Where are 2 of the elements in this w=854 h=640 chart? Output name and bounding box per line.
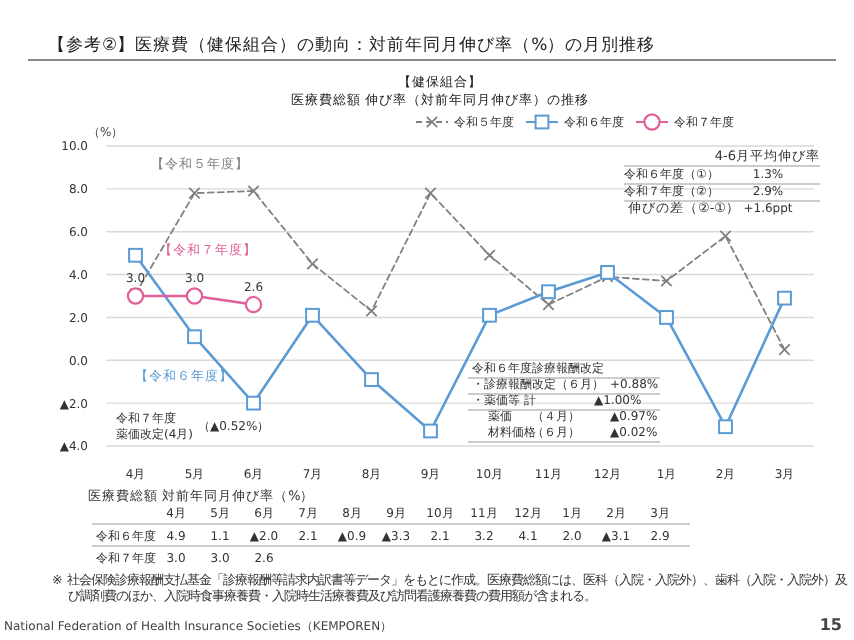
- chart-title: 【参考②】医療費（健保組合）の動向：対前年同月伸び率（%）の月別推移: [48, 34, 656, 56]
- text: 15: [819, 616, 843, 634]
